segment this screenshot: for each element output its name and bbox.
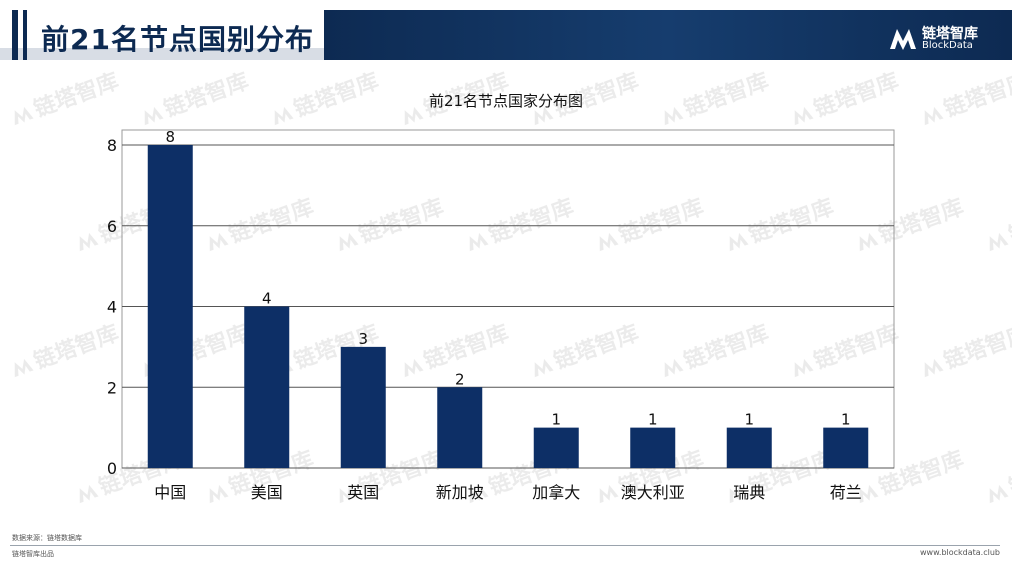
y-tick-label: 0	[107, 459, 117, 478]
watermark-logo-icon	[794, 358, 814, 378]
bar-value-label: 1	[648, 411, 658, 429]
watermark-logo-icon	[469, 232, 489, 252]
watermark-logo-icon	[859, 232, 879, 252]
watermark-logo-icon	[404, 106, 424, 126]
x-tick-label: 中国	[154, 483, 186, 502]
plot-area	[121, 129, 895, 469]
watermark-logo-icon	[79, 232, 99, 252]
bar-value-label: 1	[841, 411, 851, 429]
y-tick-label: 8	[107, 136, 117, 155]
x-tick-label: 加拿大	[532, 483, 580, 502]
bar	[533, 427, 579, 468]
watermark-logo-icon	[209, 484, 229, 504]
bar-value-label: 1	[551, 411, 561, 429]
chart-title: 前21名节点国家分布图	[428, 92, 584, 110]
brand-name: 链塔智库	[922, 26, 978, 42]
footer-credit: 链塔智库出品	[12, 550, 54, 558]
watermark-logo-icon	[729, 484, 749, 504]
watermark-logo-icon	[469, 484, 489, 504]
page-title: 前21名节点国别分布	[41, 23, 314, 56]
brand-sub: BlockData	[922, 40, 973, 51]
watermark-logo-icon	[989, 484, 1009, 504]
x-tick-label: 新加坡	[436, 483, 484, 502]
bar	[244, 306, 290, 468]
x-tick-label: 荷兰	[830, 483, 862, 502]
watermark-logo-icon	[664, 358, 684, 378]
watermark-logo-icon	[989, 232, 1009, 252]
bar	[726, 427, 772, 468]
x-tick-label: 英国	[347, 483, 379, 502]
watermark-logo-icon	[339, 232, 359, 252]
header-accent-right	[23, 10, 27, 60]
watermark-logo-icon	[404, 358, 424, 378]
bar-value-label: 1	[744, 411, 754, 429]
footer-url: www.blockdata.club	[920, 548, 1000, 557]
watermark-logo-icon	[859, 484, 879, 504]
x-tick-label: 瑞典	[733, 483, 765, 502]
blockdata-logo-icon	[890, 29, 916, 50]
y-tick-label: 4	[107, 298, 117, 317]
watermark-logo-icon	[924, 106, 944, 126]
bar	[823, 427, 869, 468]
watermark-logo-icon	[209, 232, 229, 252]
watermark-logo-icon	[599, 484, 619, 504]
watermark-logo-icon	[729, 232, 749, 252]
data-source: 数据来源：链塔数据库	[12, 534, 82, 542]
watermark-logo-icon	[599, 232, 619, 252]
watermark-logo-icon	[534, 106, 554, 126]
footer-divider	[10, 545, 1000, 546]
watermark-logo-icon	[924, 358, 944, 378]
bar	[437, 387, 483, 468]
header: 前21名节点国别分布 链塔智库 BlockData	[0, 10, 1012, 60]
watermark-logo-icon	[79, 484, 99, 504]
y-tick-label: 6	[107, 217, 117, 236]
watermark-logo-icon	[794, 106, 814, 126]
bar	[630, 427, 676, 468]
watermark-logo-icon	[274, 106, 294, 126]
y-tick-label: 2	[107, 378, 117, 397]
x-tick-label: 澳大利亚	[621, 483, 685, 502]
bar	[340, 346, 386, 468]
bar-value-label: 2	[455, 370, 465, 388]
bar-value-label: 8	[165, 128, 175, 146]
x-tick-label: 美国	[251, 483, 283, 502]
header-accent-left	[12, 10, 18, 60]
bar-value-label: 4	[262, 290, 272, 308]
bar	[147, 145, 193, 468]
watermark-logo-icon	[144, 106, 164, 126]
watermark-logo-icon	[664, 106, 684, 126]
watermark-logo-icon	[534, 358, 554, 378]
bar-value-label: 3	[358, 330, 368, 348]
watermark-logo-icon	[339, 484, 359, 504]
watermark-logo-icon	[14, 358, 34, 378]
watermark-logo-icon	[14, 106, 34, 126]
